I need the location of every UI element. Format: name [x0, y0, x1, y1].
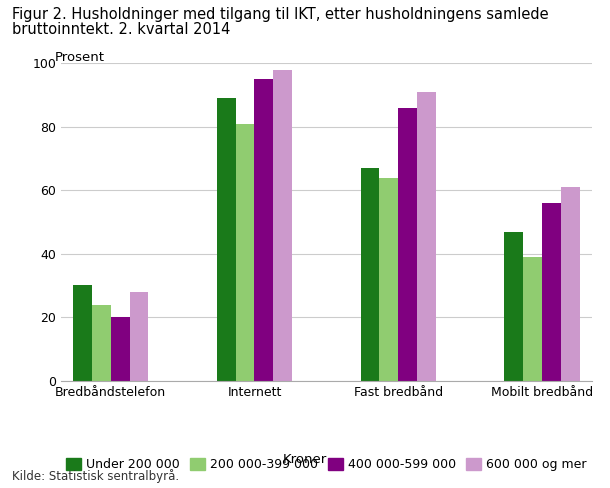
Bar [561, 187, 580, 381]
Bar [379, 178, 398, 381]
Text: Prosent: Prosent [55, 51, 105, 64]
Text: Figur 2. Husholdninger med tilgang til IKT, etter husholdningens samlede: Figur 2. Husholdninger med tilgang til I… [12, 7, 549, 22]
Bar [398, 108, 417, 381]
Bar [73, 285, 92, 381]
Bar [542, 203, 561, 381]
Bar [361, 168, 379, 381]
Bar [235, 123, 254, 381]
Bar [129, 292, 148, 381]
Bar [417, 92, 436, 381]
Text: Kroner: Kroner [283, 453, 327, 466]
Text: bruttoinntekt. 2. kvartal 2014: bruttoinntekt. 2. kvartal 2014 [12, 22, 231, 37]
Text: Kilde: Statistisk sentralbyrå.: Kilde: Statistisk sentralbyrå. [12, 469, 179, 483]
Bar [504, 231, 523, 381]
Bar [111, 317, 129, 381]
Bar [273, 70, 292, 381]
Legend: Under 200 000, 200 000-399 000, 400 000-599 000, 600 000 og mer: Under 200 000, 200 000-399 000, 400 000-… [61, 453, 592, 476]
Bar [92, 305, 111, 381]
Bar [217, 98, 235, 381]
Bar [523, 257, 542, 381]
Bar [254, 79, 273, 381]
